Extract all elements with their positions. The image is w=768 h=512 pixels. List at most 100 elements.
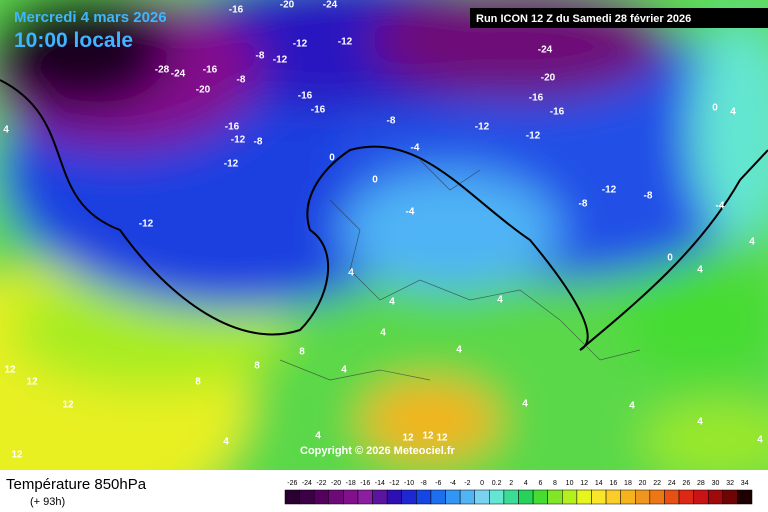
legend-label: -6 bbox=[435, 480, 441, 487]
legend-label: 4 bbox=[524, 480, 528, 487]
legend-swatch bbox=[401, 489, 417, 505]
legend-swatch bbox=[343, 489, 359, 505]
legend-label: 22 bbox=[653, 480, 661, 487]
contour-label: -16 bbox=[298, 91, 313, 102]
contour-label: -12 bbox=[338, 37, 353, 48]
legend-label: 30 bbox=[712, 480, 720, 487]
contour-label: -12 bbox=[231, 135, 246, 146]
contour-label: -28 bbox=[155, 65, 170, 76]
legend-label: 10 bbox=[566, 480, 574, 487]
contour-label: -4 bbox=[716, 201, 725, 212]
contour-label: -20 bbox=[196, 85, 211, 96]
contour-label: 4 bbox=[348, 268, 354, 279]
contour-label: 0 bbox=[667, 253, 673, 264]
contour-labels: -16 -20 -24-12 -12-28 -24 -16-20-8-8 -12-16-16… bbox=[3, 0, 763, 461]
contour-label: -8 bbox=[254, 137, 263, 148]
contour-label: 4 bbox=[697, 265, 703, 276]
legend-label: 20 bbox=[639, 480, 647, 487]
legend-label: -4 bbox=[450, 480, 456, 487]
contour-label: 8 bbox=[254, 361, 260, 372]
contour-label: -16 bbox=[529, 93, 544, 104]
contour-label: -12 bbox=[293, 39, 308, 50]
legend-swatch bbox=[489, 489, 505, 505]
contour-label: -12 bbox=[273, 55, 288, 66]
contour-label: -8 bbox=[387, 116, 396, 127]
legend-swatch bbox=[503, 489, 519, 505]
legend-swatch bbox=[416, 489, 432, 505]
contour-label: -24 bbox=[323, 0, 338, 11]
legend-swatch bbox=[459, 489, 475, 505]
contour-label: -24 bbox=[171, 69, 186, 80]
legend-swatch bbox=[328, 489, 344, 505]
footer-title: Température 850hPa bbox=[6, 476, 147, 493]
contour-label: -8 bbox=[237, 75, 246, 86]
copyright: Copyright © 2026 Meteociel.fr bbox=[300, 445, 456, 457]
contour-label: -8 bbox=[579, 199, 588, 210]
contour-label: 4 bbox=[629, 401, 635, 412]
legend-swatch bbox=[576, 489, 592, 505]
contour-label: 8 bbox=[195, 377, 201, 388]
legend-swatch bbox=[372, 489, 388, 505]
contour-label: 12 bbox=[62, 400, 74, 411]
legend-label: 16 bbox=[609, 480, 617, 487]
legend-label: 0.2 bbox=[492, 480, 502, 487]
contour-label: -8 bbox=[644, 191, 653, 202]
legend-label: 34 bbox=[741, 480, 749, 487]
contour-label: 4 bbox=[380, 328, 386, 339]
contour-label: 4 bbox=[749, 237, 755, 248]
legend-label: -20 bbox=[331, 480, 341, 487]
contour-label: 12 bbox=[11, 450, 23, 461]
legend-swatch bbox=[664, 489, 680, 505]
legend-label: -16 bbox=[360, 480, 370, 487]
contour-label: -16 bbox=[229, 5, 244, 16]
legend-swatch bbox=[591, 489, 607, 505]
contour-label: 4 bbox=[757, 435, 763, 446]
legend-swatch bbox=[474, 489, 490, 505]
legend-label: -8 bbox=[421, 480, 427, 487]
contour-label: -12 bbox=[475, 122, 490, 133]
legend-swatch bbox=[547, 489, 563, 505]
legend-label: -10 bbox=[404, 480, 414, 487]
contour-label: 0 bbox=[372, 175, 378, 186]
contour-label: 4 bbox=[522, 399, 528, 410]
run-info: Run ICON 12 Z du Samedi 28 février 2026 bbox=[476, 13, 691, 25]
contour-label: -24 bbox=[538, 45, 553, 56]
legend-label: 14 bbox=[595, 480, 603, 487]
contour-label: -20 bbox=[280, 0, 295, 11]
legend-swatch bbox=[445, 489, 461, 505]
legend-swatch bbox=[386, 489, 402, 505]
contour-label: 4 bbox=[389, 297, 395, 308]
legend-label: 12 bbox=[580, 480, 588, 487]
legend-swatch bbox=[635, 489, 651, 505]
legend-label: 32 bbox=[726, 480, 734, 487]
legend-swatch bbox=[284, 489, 300, 505]
legend-label: 28 bbox=[697, 480, 705, 487]
legend-label: -14 bbox=[375, 480, 385, 487]
legend-label: 24 bbox=[668, 480, 676, 487]
legend-label: 0 bbox=[480, 480, 484, 487]
contour-label: 12 bbox=[436, 433, 448, 444]
legend-swatch bbox=[707, 489, 724, 505]
legend-swatch bbox=[357, 489, 373, 505]
legend-label: -22 bbox=[316, 480, 326, 487]
legend-swatch bbox=[722, 489, 738, 505]
legend-label: 6 bbox=[538, 480, 542, 487]
color-legend: -26 -24 -22 -20 -18 -16 -14 -12 -10 -8 -6 -4 -2 0 0.2 2… bbox=[284, 480, 753, 505]
forecast-time: 10:00 locale bbox=[14, 29, 133, 52]
legend-swatch bbox=[430, 489, 446, 505]
contour-label: 12 bbox=[422, 431, 434, 442]
contour-label: -12 bbox=[224, 159, 239, 170]
legend-label: -26 bbox=[287, 480, 297, 487]
contour-label: 4 bbox=[3, 125, 9, 136]
contour-label: -16 bbox=[550, 107, 565, 118]
legend-label: 8 bbox=[553, 480, 557, 487]
legend-swatch bbox=[678, 489, 694, 505]
contour-label: 12 bbox=[26, 377, 38, 388]
contour-label: -12 bbox=[139, 219, 154, 230]
contour-label: 4 bbox=[730, 107, 736, 118]
contour-label: 0 bbox=[329, 153, 335, 164]
legend-label: -24 bbox=[302, 480, 312, 487]
contour-label: -12 bbox=[602, 185, 617, 196]
